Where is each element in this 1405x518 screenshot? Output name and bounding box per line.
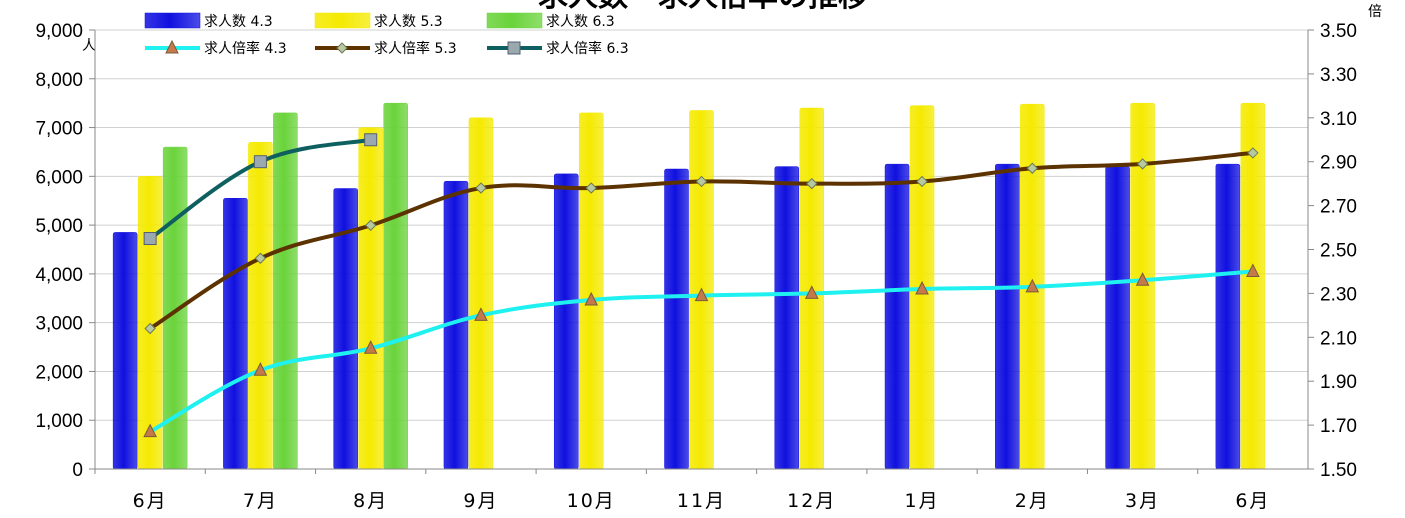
line-1-point-8: [915, 280, 929, 295]
line-2-point-8: [916, 175, 928, 188]
bar-1-9: [995, 163, 1020, 470]
bar-1-1: [112, 232, 138, 470]
axes: 0 1,000 2,000 3,000 4,000 5,000 6,000 7,000 8,00…: [35, 21, 1357, 512]
y-right-tick-label: 2.30: [1320, 284, 1357, 305]
x-tick-label: 12月: [787, 490, 836, 512]
bar-series-group: [112, 102, 1266, 470]
y-left-tick-label: 8,000: [35, 70, 83, 91]
x-tick-label: 3月: [1125, 490, 1160, 512]
line-2-point-9: [1026, 162, 1039, 174]
x-tick-label: 2月: [1015, 490, 1050, 512]
y-left-tick-label: 2,000: [35, 362, 83, 383]
x-tick-label: 6月: [1235, 490, 1270, 512]
legend-marker: [336, 42, 348, 54]
bar-1-5: [553, 173, 579, 470]
bar-2-10: [1130, 102, 1155, 470]
x-tick-label: 9月: [463, 490, 498, 512]
bar-1-11: [1215, 163, 1241, 470]
line-1-point-2: [253, 362, 268, 376]
line-series-group: [143, 133, 1260, 438]
x-tick-label: 6月: [133, 490, 168, 512]
legend-marker: [165, 39, 179, 54]
y-left-unit: 人: [82, 38, 96, 54]
line-1-point-9: [1025, 278, 1040, 293]
legend-label: 求人倍率 6.3: [546, 40, 629, 57]
x-tick-label: 8月: [353, 490, 388, 512]
legend-label: 求人倍率 5.3: [374, 40, 457, 57]
line-3-point-1: [143, 232, 157, 246]
line-1-point-10: [1135, 272, 1150, 286]
line-1-point-5: [584, 291, 599, 306]
line-1-point-7: [804, 285, 819, 299]
y-right-tick-label: 1.50: [1320, 460, 1357, 481]
bar-2-4: [468, 117, 494, 470]
y-left-tick-label: 3,000: [35, 314, 83, 335]
legend-swatch-bar-2: [314, 12, 371, 29]
line-2-point-4: [475, 182, 487, 194]
y-left-tick-label: 1,000: [35, 411, 83, 432]
chart-title: 求人数・求人倍率の推移: [538, 0, 868, 14]
line-2-point-6: [695, 175, 708, 188]
y-right-tick-label: 2.70: [1320, 197, 1357, 218]
line-1-point-3: [363, 340, 378, 354]
y-left-tick-label: 0: [72, 460, 83, 481]
bar-1-7: [774, 166, 800, 470]
bar-1-6: [664, 168, 689, 470]
line-2-point-7: [806, 177, 818, 190]
legend-swatch-bar-1: [144, 12, 201, 29]
line-3-point-2: [253, 155, 267, 169]
line-2-point-2: [254, 252, 267, 264]
y-right-tick-label: 2.50: [1320, 241, 1357, 262]
legend-label: 求人数 6.3: [546, 14, 615, 30]
legend: 求人数 4.3 求人数 5.3 求人数 6.3 求人倍率 4.3 求人倍率 5.3 求人倍…: [144, 12, 629, 57]
bar-2-2: [248, 141, 273, 470]
bar-2-5: [578, 112, 604, 470]
y-right-tick-label: 2.90: [1320, 153, 1357, 174]
legend-label: 求人倍率 4.3: [204, 40, 287, 57]
y-left-tick-label: 4,000: [35, 265, 83, 286]
y-right-tick-label: 3.30: [1320, 65, 1357, 86]
x-tick-label: 1月: [904, 490, 939, 512]
legend-label: 求人数 5.3: [374, 14, 443, 30]
bar-2-3: [358, 127, 383, 470]
bar-1-8: [884, 163, 910, 470]
x-tick-label: 7月: [243, 490, 278, 512]
x-tick-label: 10月: [567, 490, 616, 512]
legend-swatch-bar-3: [486, 12, 543, 29]
y-left-tick-label: 7,000: [35, 119, 83, 140]
bar-3-3: [383, 102, 408, 470]
y-left-tick-label: 6,000: [35, 167, 83, 188]
line-1-point-4: [474, 307, 488, 321]
x-tick-label: 11月: [677, 490, 726, 512]
y-right-tick-label: 1.70: [1320, 416, 1357, 437]
line-2-point-3: [364, 219, 377, 232]
y-right-unit: 倍: [1368, 4, 1382, 20]
y-right-tick-label: 3.10: [1320, 109, 1357, 130]
line-2-point-10: [1136, 158, 1149, 170]
bar-3-2: [273, 112, 298, 470]
legend-label: 求人数 4.3: [204, 14, 273, 30]
line-2-point-5: [585, 182, 597, 194]
bar-1-2: [223, 198, 248, 470]
y-left-tick-label: 5,000: [35, 216, 83, 237]
line-2-point-1: [144, 322, 156, 335]
y-left-tick-label: 9,000: [35, 21, 83, 42]
line-1-point-11: [1246, 263, 1260, 277]
y-right-tick-label: 3.50: [1320, 21, 1357, 42]
line-1-point-1: [143, 423, 157, 438]
bar-1-10: [1105, 166, 1130, 470]
line-3-point-3: [364, 133, 378, 147]
line-2-point-11: [1247, 147, 1259, 159]
y-right-tick-label: 2.10: [1320, 328, 1357, 349]
line-1-point-6: [694, 287, 709, 302]
y-right-tick-label: 1.90: [1320, 372, 1357, 393]
legend-marker: [507, 41, 521, 55]
